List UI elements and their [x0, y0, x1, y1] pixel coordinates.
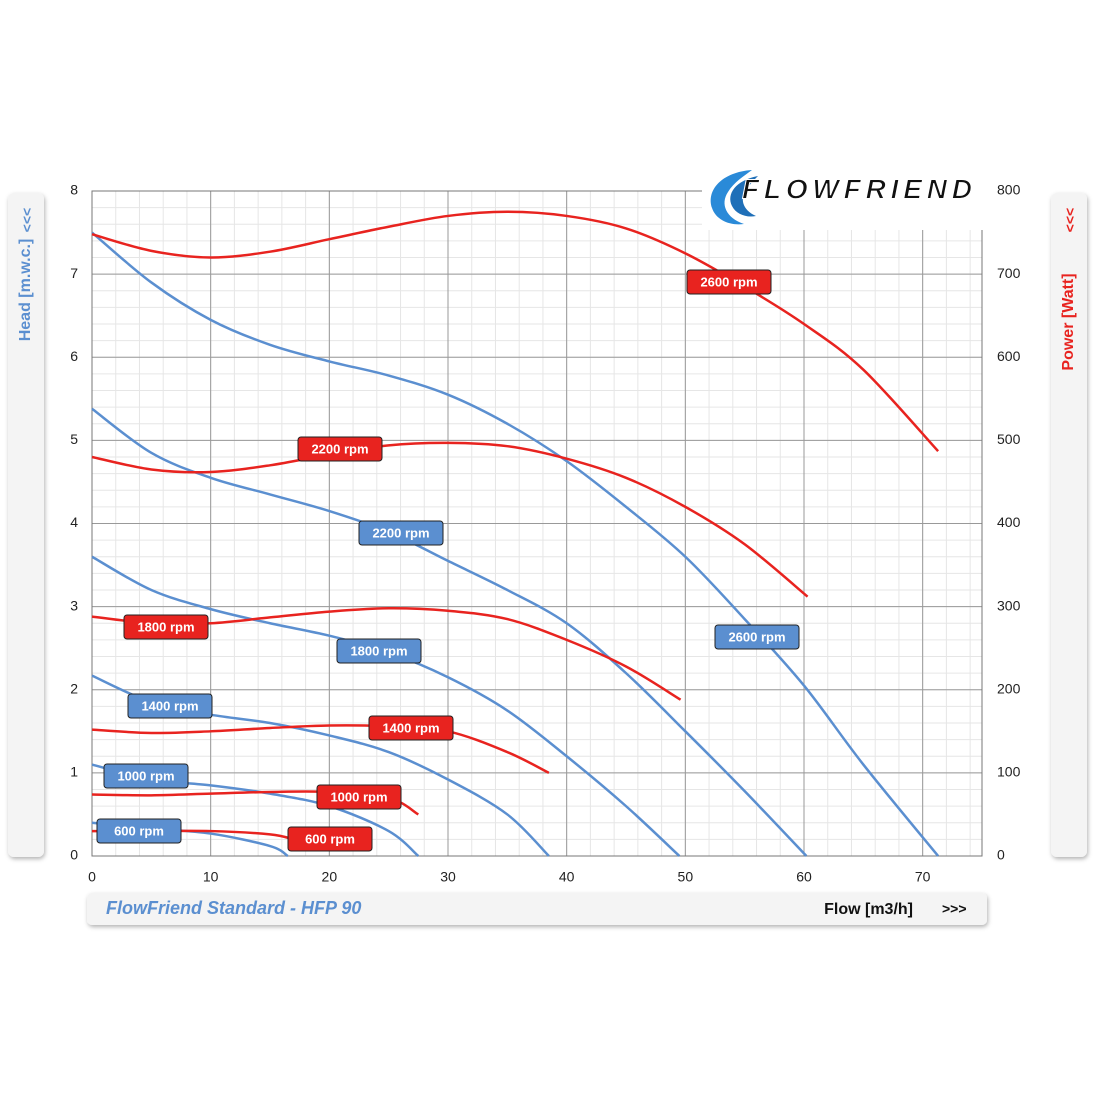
- y-axis-arrow: >>>: [19, 208, 35, 233]
- series-label: 1000 rpm: [117, 768, 174, 783]
- series-label: 2200 rpm: [311, 441, 368, 456]
- y2-tick-label: 300: [997, 597, 1021, 613]
- x-tick-label: 30: [440, 869, 456, 885]
- x-tick-label: 0: [88, 869, 96, 885]
- curve: [91, 231, 940, 857]
- x-axis-label: Flow [m3/h]: [824, 901, 913, 918]
- y-tick-label: 3: [70, 597, 78, 613]
- y-tick-label: 0: [70, 847, 78, 863]
- curve: [91, 407, 808, 857]
- series-label-box: [297, 436, 383, 462]
- series-label-box: [96, 818, 182, 844]
- series-label-box: [714, 624, 800, 650]
- series-label: 2600 rpm: [700, 274, 757, 289]
- y-tick-label: 4: [70, 514, 78, 530]
- logo-swirl: [710, 170, 752, 225]
- plot-frame: [91, 190, 983, 857]
- series-label: 600 rpm: [305, 831, 355, 846]
- y-tick-label: 1: [70, 764, 78, 780]
- y2-tick-label: 0: [997, 847, 1005, 863]
- series-label-box: [368, 715, 454, 741]
- logo-text: FLOWFRIEND: [742, 173, 972, 204]
- series-label-box: [103, 763, 189, 789]
- curve: [91, 724, 550, 774]
- series-label: 600 rpm: [114, 823, 164, 838]
- x-tick-label: 20: [322, 869, 338, 885]
- y2-tick-label: 200: [997, 680, 1021, 696]
- labels: Head [m.w.c.] >>> Power [Watt] >>> FlowF…: [17, 208, 1078, 919]
- y-axis-label: Head [m.w.c.]: [17, 239, 34, 342]
- series-label: 2200 rpm: [372, 525, 429, 540]
- y2-tick-label: 600: [997, 348, 1021, 364]
- logo-background: [702, 158, 984, 230]
- series-label: 1800 rpm: [137, 619, 194, 634]
- y-tick-label: 8: [70, 182, 78, 198]
- y2-tick-label: 400: [997, 514, 1021, 530]
- y2-tick-label: 700: [997, 265, 1021, 281]
- grid: 0 10 20 30 40 50 60 700123456780100200300400500…: [70, 182, 1020, 885]
- y-tick-label: 2: [70, 680, 78, 696]
- x-tick-label: 50: [678, 869, 694, 885]
- bottom-panel: [87, 893, 987, 925]
- series-label-box: [336, 638, 422, 664]
- series-label-box: [127, 693, 213, 719]
- series-label: 1800 rpm: [350, 643, 407, 658]
- series-label-box: [123, 614, 209, 640]
- series-label: 1000 rpm: [330, 789, 387, 804]
- series-label-box: [287, 826, 373, 852]
- series-label-box: [686, 269, 772, 295]
- series-labels: 2600 rpm 2200 rpm 1800 rpm 1400 rpm 1000 rpm…: [96, 269, 800, 852]
- left-panel: [8, 193, 44, 857]
- y2-tick-label: 500: [997, 431, 1021, 447]
- right-panel: [1051, 193, 1087, 857]
- y2-axis-arrow: >>>: [1062, 208, 1078, 233]
- x-tick-label: 10: [203, 869, 219, 885]
- y-tick-label: 5: [70, 431, 78, 447]
- series-label: 1400 rpm: [382, 720, 439, 735]
- background: [8, 193, 1087, 925]
- series-label-box: [316, 784, 402, 810]
- y-tick-label: 7: [70, 265, 78, 281]
- x-tick-label: 40: [559, 869, 575, 885]
- logo: FLOWFRIEND: [702, 158, 984, 230]
- curve: [91, 210, 940, 453]
- y2-axis-label: Power [Watt]: [1060, 273, 1077, 370]
- x-tick-label: 70: [915, 869, 931, 885]
- x-axis-arrow: >>>: [942, 901, 967, 917]
- y2-tick-label: 800: [997, 182, 1021, 198]
- x-tick-label: 60: [796, 869, 812, 885]
- series-label-box: [358, 520, 444, 546]
- chart-title: FlowFriend Standard - HFP 90: [106, 898, 361, 918]
- y-tick-label: 6: [70, 348, 78, 364]
- curve: [91, 441, 809, 598]
- y2-tick-label: 100: [997, 764, 1021, 780]
- series-label: 1400 rpm: [141, 698, 198, 713]
- series-label: 2600 rpm: [728, 629, 785, 644]
- logo-swirl: [730, 176, 758, 217]
